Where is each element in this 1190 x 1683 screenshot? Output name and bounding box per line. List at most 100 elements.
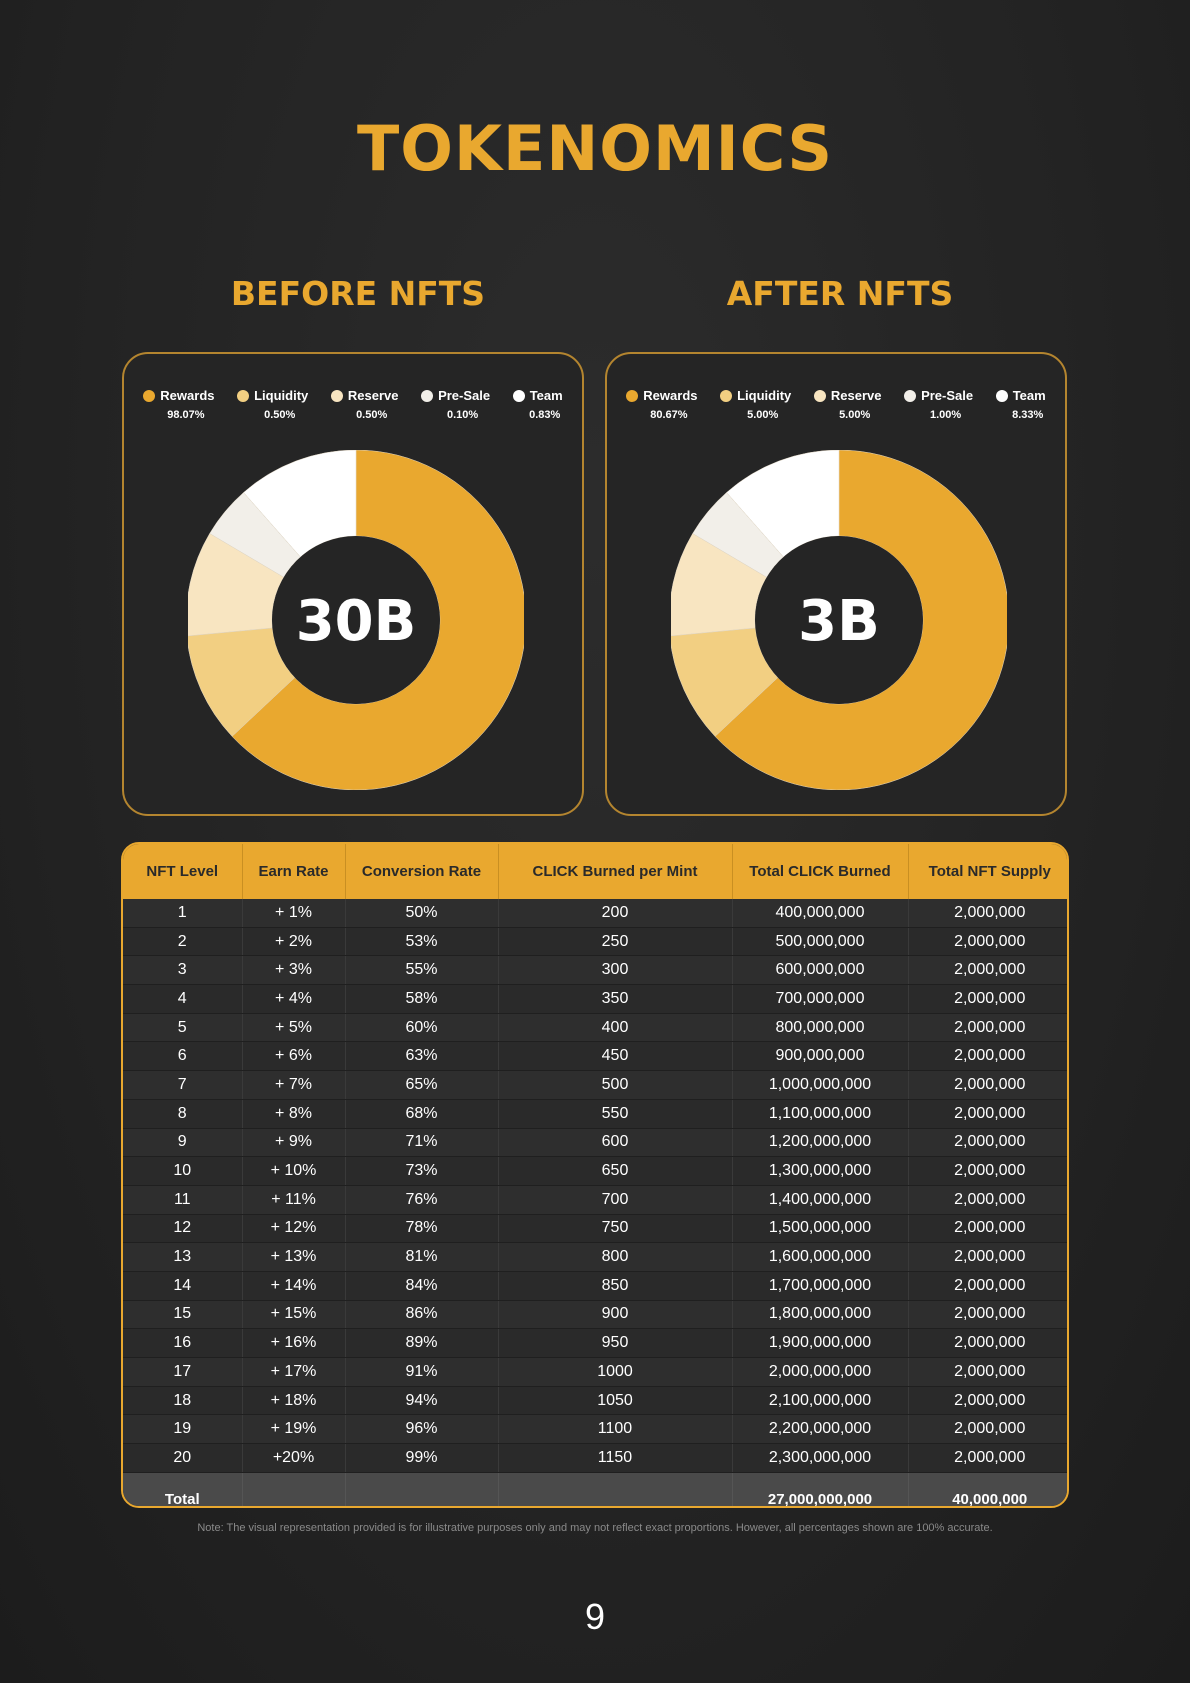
table-cell: 1,100,000,000 [732,1099,909,1129]
table-cell: 2,000,000 [908,1041,1067,1072]
total-cell: 40,000,000 [908,1472,1067,1506]
table-cell: 84% [345,1271,499,1301]
table-cell: 450 [498,1041,733,1072]
table-cell: 2,000,000 [908,1271,1067,1301]
table-row: 1 + 1% 50% 200 400,000,000 2,000,000 [123,899,1067,928]
table-cell: 2,000,000 [908,927,1067,957]
table-cell: 91% [345,1357,499,1387]
table-cell: 1 [123,899,243,928]
table-cell: 1000 [498,1357,733,1387]
legend-label: Team [529,388,563,403]
table-cell: 2,000,000 [908,1443,1067,1473]
table-cell: 1,500,000,000 [732,1214,909,1244]
legend-item-rewards: Rewards 80.67% [626,388,698,421]
table-cell: 2,000,000 [908,1128,1067,1158]
table-header-row: NFT Level Earn Rate Conversion Rate CLICK B… [123,844,1067,899]
table-cell: 1,900,000,000 [732,1328,909,1358]
table-row: 3 + 3% 55% 300 600,000,000 2,000,000 [123,955,1067,986]
legend-label: Reserve [347,388,399,403]
total-cell [345,1472,499,1506]
table-cell: 2,300,000,000 [732,1443,909,1473]
legend-percentage: 0.83% [529,409,561,421]
table-cell: + 17% [242,1357,346,1387]
table-cell: 200 [498,899,733,928]
table-cell: 86% [345,1300,499,1330]
table-cell: + 16% [242,1328,346,1358]
table-cell: 900,000,000 [732,1041,909,1072]
column-header: Total NFT Supply [908,844,1067,899]
table-cell: 5 [123,1013,243,1043]
after-nfts-donut-chart: 3B [671,450,1007,790]
table-cell: 1,400,000,000 [732,1185,909,1215]
table-cell: + 15% [242,1300,346,1330]
total-cell [498,1472,733,1506]
table-cell: 1,700,000,000 [732,1271,909,1301]
table-row: 6 + 6% 63% 450 900,000,000 2,000,000 [123,1041,1067,1072]
legend-item-rewards: Rewards 98.07% [143,388,215,421]
table-row: 20 +20% 99% 1150 2,300,000,000 2,000,000 [123,1443,1067,1473]
table-row: 19 + 19% 96% 1100 2,200,000,000 2,000,000 [123,1414,1067,1445]
legend-item-liquidity: Liquidity 5.00% [720,388,791,421]
before-nfts-donut-chart: 30B [188,450,524,790]
table-row: 4 + 4% 58% 350 700,000,000 2,000,000 [123,984,1067,1014]
table-cell: 2,000,000 [908,1414,1067,1445]
table-cell: + 11% [242,1185,346,1215]
table-row: 8 + 8% 68% 550 1,100,000,000 2,000,000 [123,1099,1067,1129]
table-row: 18 + 18% 94% 1050 2,100,000,000 2,000,000 [123,1386,1067,1416]
legend-dot [421,389,434,402]
table-cell: 350 [498,984,733,1014]
legend-dot [626,389,639,402]
table-row: 14 + 14% 84% 850 1,700,000,000 2,000,000 [123,1271,1067,1301]
legend-item-liquidity: Liquidity 0.50% [237,388,308,421]
legend-percentage: 0.50% [264,409,296,421]
table-cell: + 14% [242,1271,346,1301]
legend-item-team: Team 8.33% [995,388,1046,421]
table-cell: 1150 [498,1443,733,1473]
table-cell: 4 [123,984,243,1014]
table-cell: 11 [123,1185,243,1215]
table-cell: 400 [498,1013,733,1043]
table-cell: 2,000,000 [908,1070,1067,1100]
table-cell: 2,000,000 [908,1156,1067,1186]
table-cell: 73% [345,1156,499,1186]
after-nfts-legend: Rewards 80.67% Liquidity 5.00% Reserve 5.00% P… [607,388,1065,421]
table-cell: 650 [498,1156,733,1186]
table-cell: 550 [498,1099,733,1129]
legend-percentage: 8.33% [1012,409,1044,421]
table-cell: 16 [123,1328,243,1358]
before-nfts-heading: BEFORE NFTS [230,274,486,313]
legend-dot [813,389,826,402]
before-nfts-panel: Rewards 98.07% Liquidity 0.50% Reserve 0.50% P… [122,352,584,816]
table-cell: 63% [345,1041,499,1072]
column-header: Conversion Rate [345,844,499,899]
legend-dot [720,389,733,402]
legend-label: Pre-Sale [921,388,974,403]
table-cell: 50% [345,899,499,928]
column-header: Total CLICK Burned [732,844,909,899]
table-row: 2 + 2% 53% 250 500,000,000 2,000,000 [123,927,1067,957]
table-cell: 900 [498,1300,733,1330]
table-cell: 2,000,000 [908,1300,1067,1330]
legend-percentage: 80.67% [650,409,688,421]
legend-item-reserve: Reserve 5.00% [813,388,882,421]
page-title: TOKENOMICS [356,112,834,185]
table-cell: 1,800,000,000 [732,1300,909,1330]
table-cell: 600 [498,1128,733,1158]
table-cell: 58% [345,984,499,1014]
table-cell: 14 [123,1271,243,1301]
table-cell: 60% [345,1013,499,1043]
legend-dot [143,389,156,402]
table-cell: 20 [123,1443,243,1473]
table-cell: 78% [345,1214,499,1244]
table-row: 17 + 17% 91% 1000 2,000,000,000 2,000,000 [123,1357,1067,1387]
table-row: 10 + 10% 73% 650 1,300,000,000 2,000,000 [123,1156,1067,1186]
legend-dot [904,389,917,402]
table-row: 13 + 13% 81% 800 1,600,000,000 2,000,000 [123,1242,1067,1272]
table-cell: + 19% [242,1414,346,1445]
table-cell: + 8% [242,1099,346,1129]
table-cell: + 1% [242,899,346,928]
table-cell: + 10% [242,1156,346,1186]
legend-label: Reserve [830,388,882,403]
table-cell: 2,000,000,000 [732,1357,909,1387]
table-row: 7 + 7% 65% 500 1,000,000,000 2,000,000 [123,1070,1067,1100]
